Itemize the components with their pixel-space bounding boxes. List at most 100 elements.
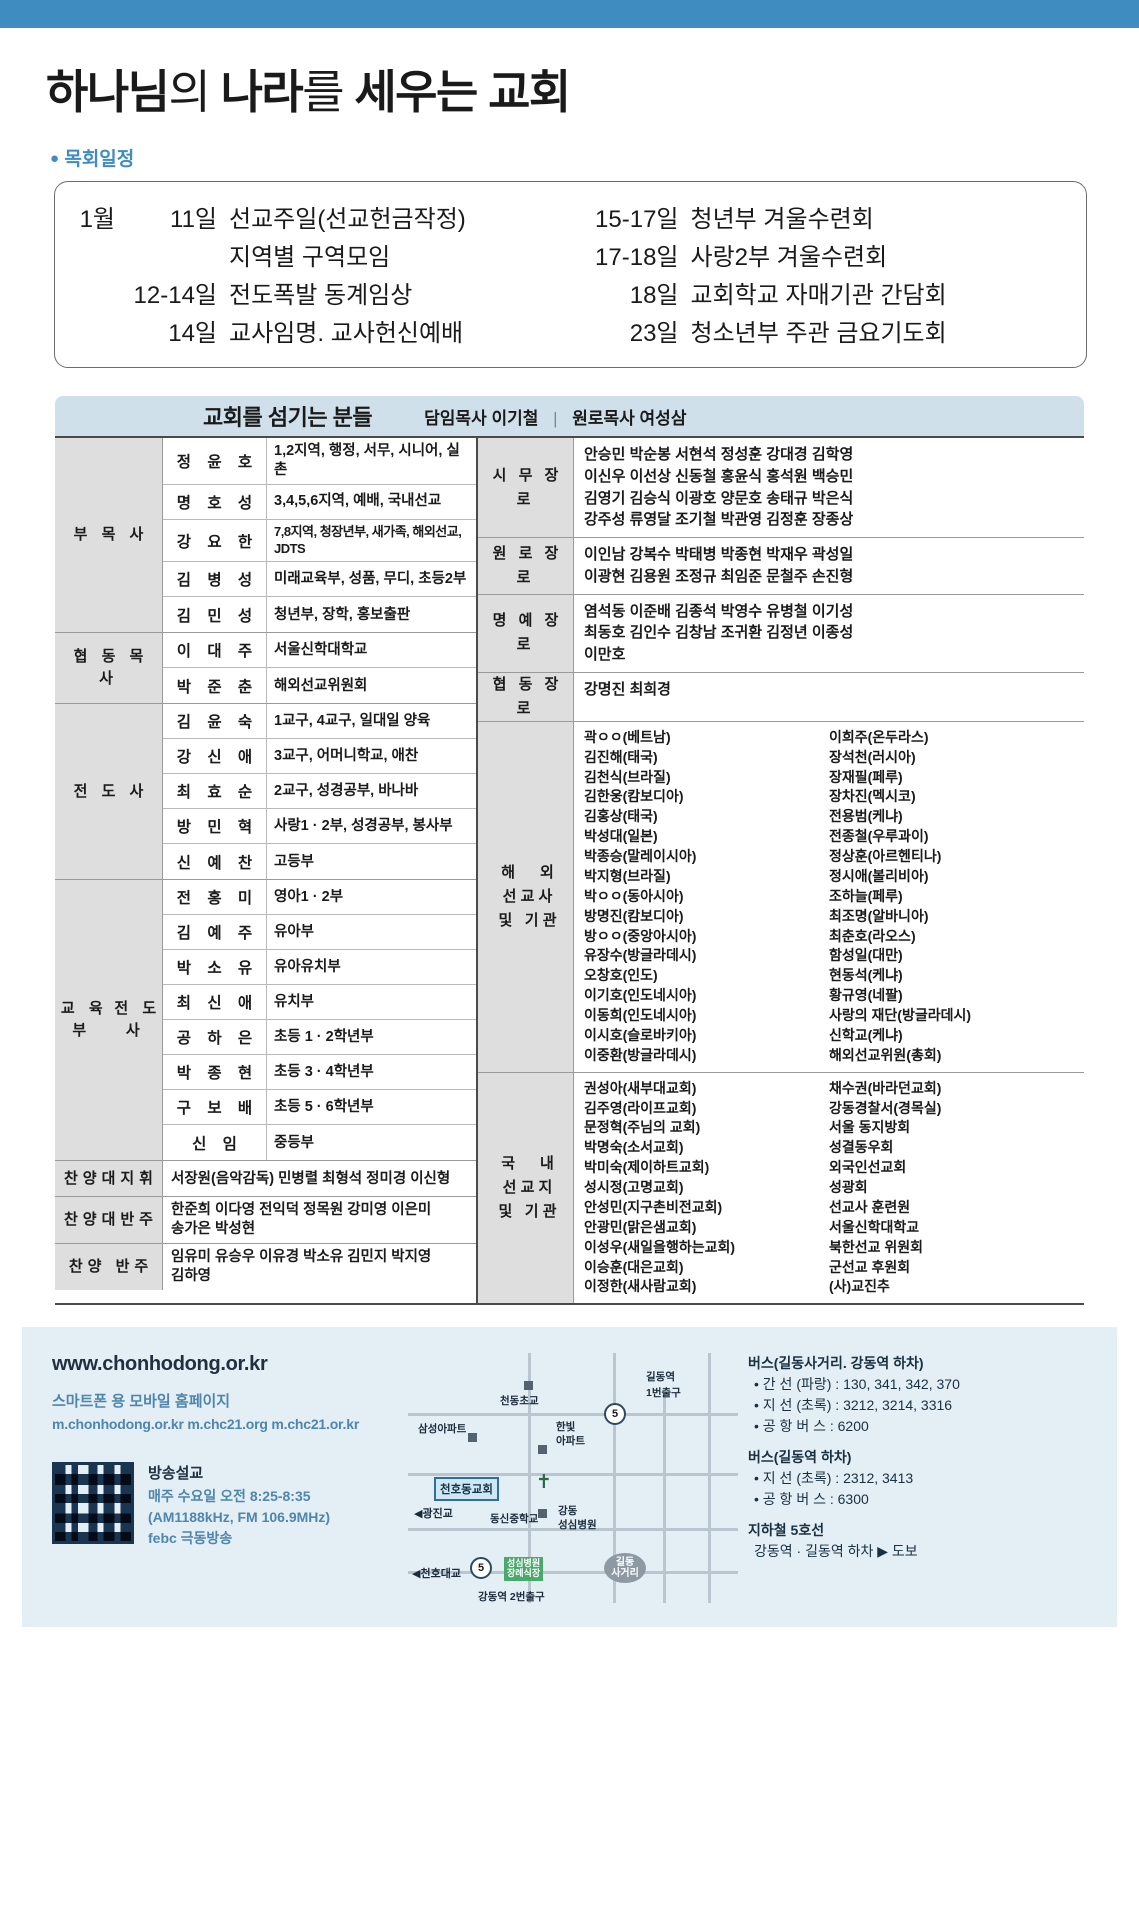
staff-row: 강 신 애 3교구, 어머니학교, 애찬 bbox=[163, 739, 476, 775]
staff-name: 명 호 성 bbox=[163, 484, 267, 519]
transport-block: 지하철 5호선 강동역 · 길동역 하차 ▶ 도보 bbox=[748, 1520, 960, 1562]
missionary-item: 이기호(인도네시아) bbox=[584, 987, 697, 1004]
missionary-col-2: 이희주(온두라스) 장석천(러시아) 장재필(페루) 장차진(멕시코) 전용범(케냐) 전… bbox=[829, 728, 1074, 1066]
staff-row: 김 예 주 유아부 bbox=[163, 915, 476, 951]
domestic-mission-names: 권성아(새부대교회) 김주영(라이프교회) 문정혁(주님의 교회) 박명숙(소서교회)… bbox=[574, 1073, 1084, 1304]
staff-duty: 영아1 · 2부 bbox=[274, 889, 344, 906]
elder-names: 강명진 최희경 bbox=[584, 680, 671, 698]
staff-duty: 초등 1 · 2학년부 bbox=[274, 1029, 374, 1046]
staff-name: 박 소 유 bbox=[163, 950, 267, 985]
broadcast-block: 방송설교 매주 수요일 오전 8:25-8:35 (AM1188kHz, FM … bbox=[52, 1462, 404, 1548]
map-label-samsung-apt: 삼성아파트 bbox=[418, 1423, 467, 1436]
missionary-item: 김한웅(캄보디아) bbox=[584, 788, 684, 805]
website-url[interactable]: www.chonhodong.or.kr bbox=[52, 1353, 268, 1376]
staff-group: 찬양대지휘 서장원(음악감독) 민병렬 최형석 정미경 이신형 bbox=[55, 1161, 476, 1198]
elder-label: 협 동 장 로 bbox=[478, 672, 574, 721]
domestic-mission-item: 권성아(새부대교회) bbox=[584, 1079, 697, 1096]
transport-heading: 지하철 5호선 bbox=[748, 1522, 825, 1539]
staff-duty: 유아부 bbox=[274, 924, 315, 941]
transport-info: 버스(길동사거리. 강동역 하차) • 간 선 (파랑) : 130, 341, … bbox=[748, 1353, 960, 1603]
elders-column: 시 무 장 로 안승민 박순봉 서현석 정성훈 강대경 김학영 이신우 이선상 신동… bbox=[478, 438, 1084, 1304]
staff-row: 김 민 성 청년부, 장학, 홍보출판 bbox=[163, 597, 476, 633]
schedule-row: 23일 청소년부 주관 금요기도회 bbox=[571, 313, 1077, 348]
schedule-row: 12-14일 전도폭발 동계임상 bbox=[65, 275, 571, 310]
map-marker-samsung-apt bbox=[468, 1433, 477, 1443]
missionary-item: 김진해(태국) bbox=[584, 748, 658, 765]
missionary-item: 곽ㅇㅇ(베트남) bbox=[584, 728, 671, 745]
staff-row: 명 호 성 3,4,5,6지역, 예배, 국내선교 bbox=[163, 484, 476, 520]
domestic-mission-item: 성시정(고명교회) bbox=[584, 1179, 684, 1195]
map-subway-line5-icon-a: 5 bbox=[604, 1403, 626, 1426]
schedule-column-right: 15-17일 청년부 겨울수련회 17-18일 사랑2부 겨울수련회 18일 교회학교 자… bbox=[571, 196, 1077, 351]
map-label-hanbit-apt-1: 한빛 bbox=[556, 1421, 576, 1434]
schedule-day: 15-17일 bbox=[595, 206, 679, 233]
map-label-gildong-station: 길동역 bbox=[646, 1371, 675, 1384]
servants-title: 교회를 섬기는 분들 bbox=[203, 405, 373, 430]
broadcast-line-1: 매주 수요일 오전 8:25-8:35 bbox=[148, 1488, 311, 1505]
staff-name: 최 효 순 bbox=[163, 774, 267, 809]
elder-block: 시 무 장 로 안승민 박순봉 서현석 정성훈 강대경 김학영 이신우 이선상 신동… bbox=[478, 438, 1084, 538]
elder-names: 안승민 박순봉 서현석 정성훈 강대경 김학영 이신우 이선상 신동철 홍윤식 홍… bbox=[584, 446, 854, 529]
qr-code-icon[interactable] bbox=[52, 1462, 134, 1545]
map-label-church: 천호동교회 bbox=[434, 1477, 499, 1502]
staff-duty: 2교구, 성경공부, 바나바 bbox=[274, 783, 419, 800]
missionary-item: 이동희(인도네시아) bbox=[584, 1007, 697, 1023]
staff-name: 강 신 애 bbox=[163, 739, 267, 774]
schedule-day: 12-14일 bbox=[133, 282, 217, 309]
location-map[interactable]: 천동초교 길동역 1번출구 5 삼성아파트 한빛 아파트 천호동교회 ✝ ◀광진… bbox=[408, 1353, 738, 1604]
schedule-text: 전도폭발 동계임상 bbox=[229, 282, 413, 309]
schedule-column-left: 1월 11일 선교주일(선교헌금작정) 지역별 구역모임 12-14일 전도폭발 동계임상… bbox=[65, 196, 571, 351]
staff-duty: 7,8지역, 청장년부, 새가족, 해외선교, JDTS bbox=[274, 523, 462, 556]
staff-row: 정 윤 호 1,2지역, 행정, 서무, 시니어, 실촌 bbox=[163, 438, 476, 485]
footer-left: www.chonhodong.or.kr 스마트폰 용 모바일 홈페이지 m.c… bbox=[52, 1353, 404, 1603]
page-title: 하나님의 나라를 세우는 교회 bbox=[46, 56, 1117, 122]
missionary-item: 오창호(인도) bbox=[584, 967, 658, 984]
title-part-1: 하나님 bbox=[46, 66, 170, 118]
staff-row: 박 소 유 유아유치부 bbox=[163, 950, 476, 986]
staff-row: 최 효 순 2교구, 성경공부, 바나바 bbox=[163, 774, 476, 810]
transport-item: • 지 선 (초록) : 2312, 3413 bbox=[754, 1470, 914, 1487]
domestic-mission-item: 성광회 bbox=[829, 1179, 868, 1195]
domestic-mission-item: 이승훈(대은교회) bbox=[584, 1258, 684, 1275]
staff-duty: 임유미 유승우 이유경 박소유 김민지 박지영 김하영 bbox=[171, 1249, 432, 1284]
mobile-site-links[interactable]: m.chonhodong.or.kr m.chc21.org m.chc21.o… bbox=[52, 1416, 360, 1433]
elder-block: 원 로 장 로 이인남 강복수 박태병 박종현 박재우 곽성일 이광현 김용원 조정… bbox=[478, 538, 1084, 595]
transport-heading: 버스(길동역 하차) bbox=[748, 1449, 852, 1466]
missionary-item: 정상훈(아르헨티나) bbox=[829, 848, 942, 864]
staff-row: 신 임 중등부 bbox=[163, 1125, 476, 1161]
staff-name: 신 임 bbox=[163, 1125, 267, 1161]
domestic-mission-item: 서울신학대학교 bbox=[829, 1218, 920, 1235]
staff-name: 이 대 주 bbox=[163, 633, 267, 668]
broadcast-title: 방송설교 bbox=[148, 1465, 204, 1483]
transport-item: • 지 선 (초록) : 3212, 3214, 3316 bbox=[754, 1397, 953, 1414]
transport-block: 버스(길동사거리. 강동역 하차) • 간 선 (파랑) : 130, 341, … bbox=[748, 1353, 960, 1437]
schedule-text: 청소년부 주관 금요기도회 bbox=[690, 320, 947, 347]
staff-duty: 초등 3 · 4학년부 bbox=[274, 1064, 374, 1081]
schedule-text: 지역별 구역모임 bbox=[229, 244, 391, 271]
staff-name: 최 신 애 bbox=[163, 985, 267, 1020]
schedule-label-text: 목회일정 bbox=[64, 149, 135, 170]
missionary-item: 박ㅇㅇ(동아시아) bbox=[584, 887, 684, 904]
map-marker-funeral-hall: 성심병원 장례식장 bbox=[504, 1557, 544, 1582]
staff-duty: 유치부 bbox=[274, 994, 315, 1011]
domestic-mission-item: 성결동우회 bbox=[829, 1139, 894, 1156]
staff-duty: 서울신학대학교 bbox=[274, 642, 368, 659]
staff-group-label: 부 목 사 bbox=[55, 438, 163, 633]
missionary-item: 방ㅇㅇ(중앙아시아) bbox=[584, 927, 697, 944]
missionary-item: 이시호(슬로바키아) bbox=[584, 1026, 697, 1043]
missionary-item: 정시애(볼리비아) bbox=[829, 867, 929, 884]
transport-item: • 공 항 버 스 : 6300 bbox=[754, 1491, 869, 1508]
staff-name: 김 민 성 bbox=[163, 597, 267, 633]
staff-row: 방 민 혁 사랑1 · 2부, 성경공부, 봉사부 bbox=[163, 809, 476, 845]
missionary-item: 전종철(우루과이) bbox=[829, 828, 929, 845]
missionary-item: 함성일(대만) bbox=[829, 947, 903, 964]
staff-duty: 1교구, 4교구, 일대일 양육 bbox=[274, 713, 431, 730]
staff-name: 김 윤 숙 bbox=[163, 704, 267, 739]
staff-name: 정 윤 호 bbox=[163, 438, 267, 484]
staff-group-label: 협 동 목 사 bbox=[55, 633, 163, 704]
